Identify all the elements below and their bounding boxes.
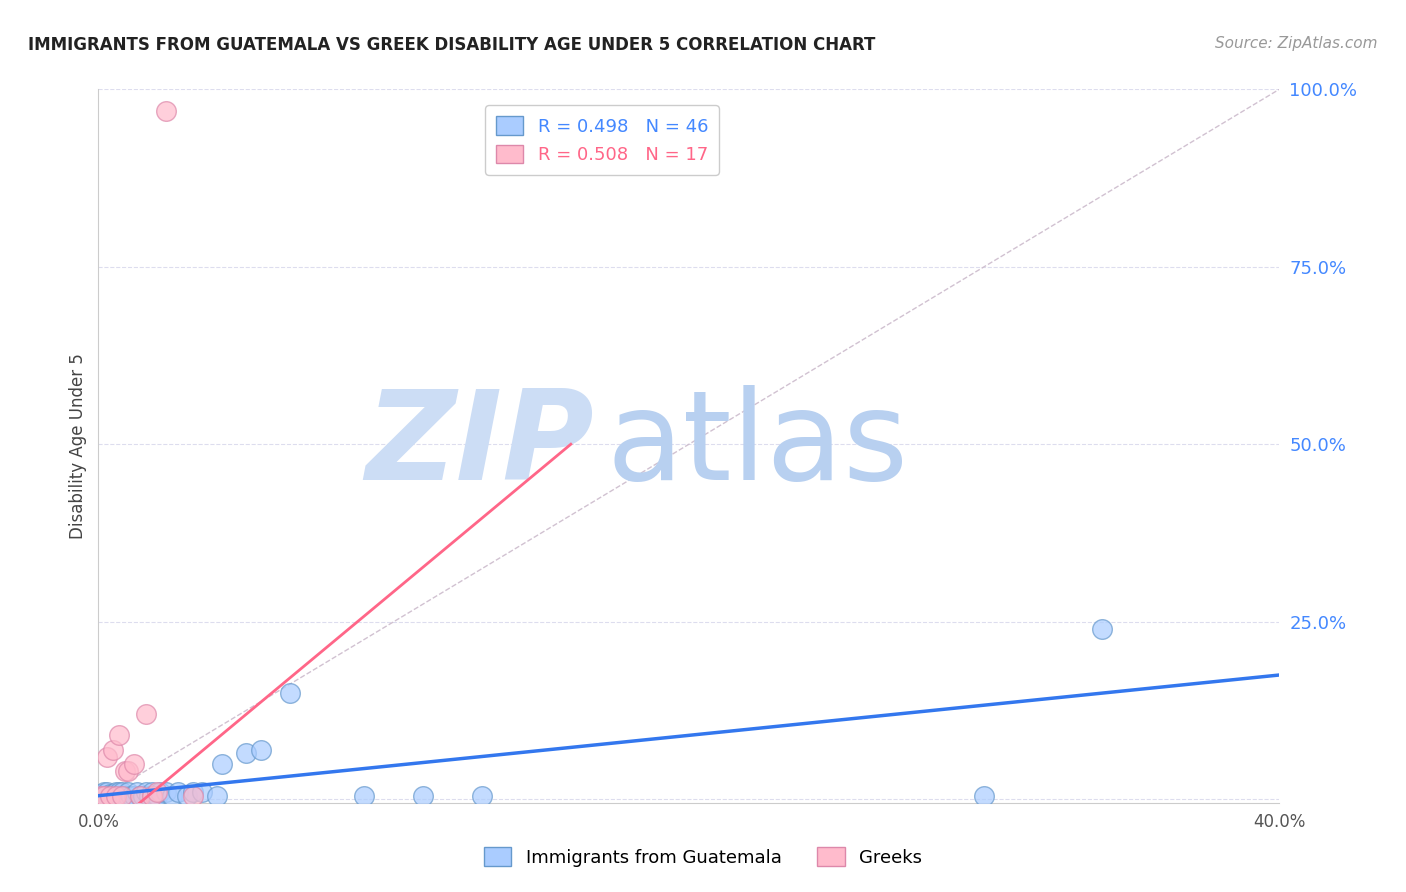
Point <box>117 764 139 778</box>
Point <box>128 789 150 803</box>
Point <box>117 785 139 799</box>
Point <box>280 686 302 700</box>
Point <box>141 789 163 803</box>
Point <box>135 785 157 799</box>
Point <box>155 785 177 799</box>
Point <box>111 789 134 803</box>
Point <box>114 764 136 778</box>
Text: ZIP: ZIP <box>366 385 595 507</box>
Point <box>122 756 145 771</box>
Point <box>146 789 169 803</box>
Point <box>167 785 190 799</box>
Point <box>93 789 115 803</box>
Point <box>135 706 157 721</box>
Point <box>181 785 204 799</box>
Point <box>412 789 434 803</box>
Point <box>235 746 257 760</box>
Point <box>149 785 172 799</box>
Point <box>155 103 177 118</box>
Legend: R = 0.498   N = 46, R = 0.508   N = 17: R = 0.498 N = 46, R = 0.508 N = 17 <box>485 105 718 175</box>
Point <box>205 789 228 803</box>
Point <box>90 787 112 801</box>
Point <box>105 789 128 803</box>
Point <box>90 789 112 803</box>
Point <box>211 756 233 771</box>
Text: IMMIGRANTS FROM GUATEMALA VS GREEK DISABILITY AGE UNDER 5 CORRELATION CHART: IMMIGRANTS FROM GUATEMALA VS GREEK DISAB… <box>28 36 876 54</box>
Point <box>138 789 160 803</box>
Point <box>93 785 115 799</box>
Point <box>120 789 142 803</box>
Point <box>108 785 131 799</box>
Point <box>111 789 134 803</box>
Point <box>108 728 131 742</box>
Point <box>96 785 118 799</box>
Point <box>162 789 183 803</box>
Legend: Immigrants from Guatemala, Greeks: Immigrants from Guatemala, Greeks <box>477 840 929 874</box>
Point <box>146 785 169 799</box>
Point <box>353 789 375 803</box>
Point <box>132 789 155 803</box>
Point <box>98 789 121 803</box>
Point <box>125 785 148 799</box>
Text: atlas: atlas <box>606 385 908 507</box>
Point <box>191 785 214 799</box>
Point <box>250 742 273 756</box>
Point <box>103 742 125 756</box>
Point <box>96 749 118 764</box>
Point <box>111 785 134 799</box>
Point <box>93 789 115 803</box>
Point <box>143 789 166 803</box>
Point <box>128 789 150 803</box>
Point <box>98 789 121 803</box>
Point <box>108 789 131 803</box>
Point <box>105 789 128 803</box>
Point <box>105 785 128 799</box>
Point <box>1091 622 1114 636</box>
Point <box>98 787 121 801</box>
Point <box>114 789 136 803</box>
Point <box>141 785 163 799</box>
Y-axis label: Disability Age Under 5: Disability Age Under 5 <box>69 353 87 539</box>
Point <box>96 789 118 803</box>
Point <box>122 789 145 803</box>
Point <box>181 789 204 803</box>
Point <box>973 789 995 803</box>
Point <box>103 787 125 801</box>
Point <box>176 789 198 803</box>
Text: Source: ZipAtlas.com: Source: ZipAtlas.com <box>1215 36 1378 51</box>
Point <box>103 789 125 803</box>
Point <box>90 789 112 803</box>
Point <box>471 789 494 803</box>
Point <box>117 789 139 803</box>
